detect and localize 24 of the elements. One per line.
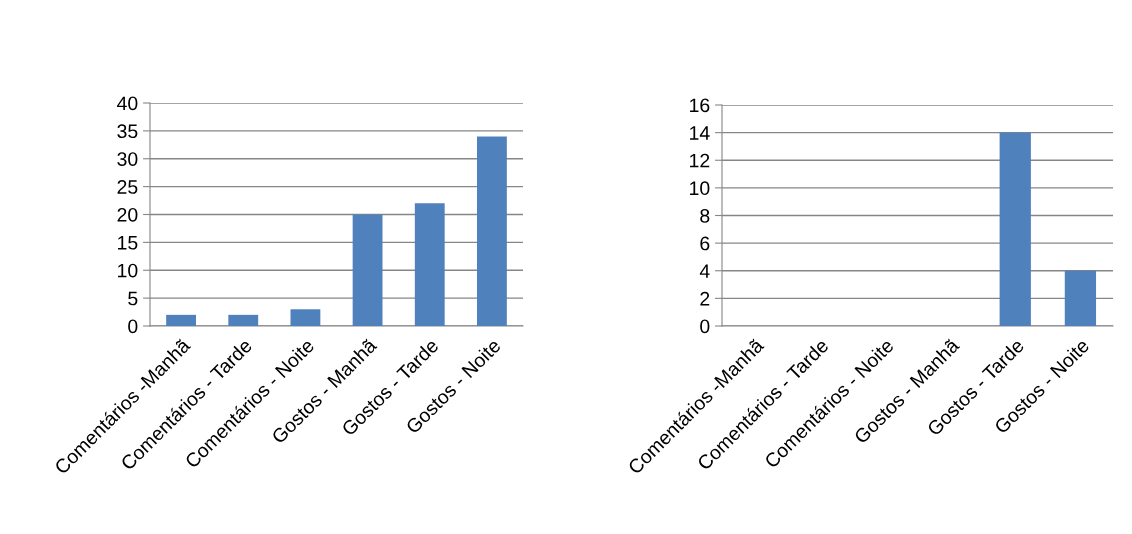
y-tick-label: 16 [690,98,710,113]
bar [352,214,383,326]
y-tick-label: 14 [690,126,710,140]
y-tick-label: 5 [128,291,138,306]
y-tick-label: 6 [700,236,710,251]
y-tick-label: 15 [118,236,138,250]
y-tick-label: 10 [118,263,138,278]
bar [290,309,321,326]
bar [166,314,196,326]
y-tick-label: 40 [117,96,138,111]
y-tick-label: 8 [700,208,710,223]
y-tick-label: 10 [690,181,710,196]
y-tick-label: 30 [117,152,138,166]
y-tick-label: 4 [699,264,710,278]
y-tick-label: 35 [117,124,138,139]
bar [414,203,445,326]
y-tick-label: 0 [128,319,138,334]
y-tick-label: 20 [117,207,138,222]
y-tick-label: 12 [690,153,710,168]
y-tick-label: 25 [117,180,138,194]
y-tick-label: 0 [700,319,710,334]
y-tick-label: 2 [700,291,710,306]
bar [228,314,259,326]
bar [477,136,507,326]
